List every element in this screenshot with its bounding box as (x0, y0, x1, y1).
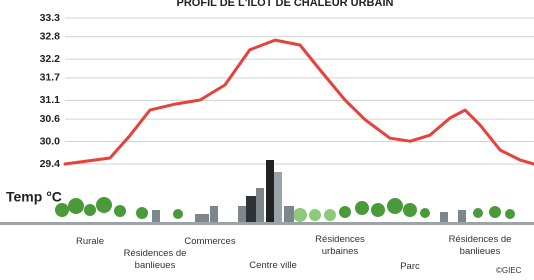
region-label: Résidences urbaines (305, 234, 375, 258)
y-tick-label: 31.1 (40, 94, 61, 106)
chart-title: PROFIL DE L'ÎLOT DE CHALEUR URBAIN (177, 0, 394, 9)
y-tick-label: 29.4 (40, 158, 61, 170)
illustration (0, 160, 534, 225)
y-tick-label: 32.2 (40, 53, 61, 65)
region-label: Commerces (175, 236, 245, 248)
region-label: Résidences de banlieues (445, 234, 515, 258)
y-tick-label: 31.7 (40, 72, 61, 84)
region-label: Parc (390, 261, 430, 273)
y-tick-label: 33.3 (40, 12, 61, 24)
y-tick-label: 30.0 (40, 135, 61, 147)
credit: ©GIEC (496, 265, 521, 277)
region-label: Résidences de banlieues (120, 248, 190, 272)
region-label: Centre ville (238, 260, 308, 272)
page: PROFIL DE L'ÎLOT DE CHALEUR URBAIN Temp … (0, 0, 534, 280)
y-tick-label: 30.6 (40, 113, 61, 125)
y-tick-label: 32.8 (40, 30, 61, 42)
region-label: Rurale (60, 236, 120, 248)
y-axis-label: Temp °C (6, 189, 62, 205)
